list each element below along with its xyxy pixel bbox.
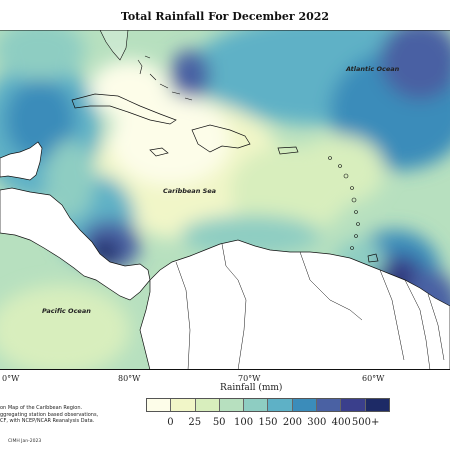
rainfall-color-scale — [146, 398, 390, 412]
lon-tick-1: 0°W — [2, 374, 20, 383]
land-hispaniola — [191, 124, 251, 153]
legend-tick-label: 500+ — [351, 417, 380, 428]
lon-tick-2: 80°W — [118, 374, 141, 383]
land-lesser-antilles — [328, 156, 360, 250]
land-florida — [99, 30, 129, 61]
legend-title: Rainfall (mm) — [220, 383, 283, 393]
legend-swatch — [219, 399, 245, 411]
legend-tick-label: 150 — [258, 417, 278, 428]
description-line: ggregating station based observations, — [0, 411, 99, 418]
land-trinidad — [367, 253, 379, 263]
legend-tick-label: 0 — [167, 417, 174, 428]
land-cuba — [71, 93, 177, 125]
label-atlantic-ocean: Atlantic Ocean — [345, 65, 400, 73]
label-caribbean-sea: Caribbean Sea — [163, 187, 216, 195]
lon-tick-4: 60°W — [362, 374, 385, 383]
legend-tick-label: 100 — [234, 417, 254, 428]
legend-swatch — [171, 399, 196, 411]
legend-tick-label: 200 — [282, 417, 302, 428]
legend-swatch — [317, 399, 342, 411]
legend-tick-label: 50 — [212, 417, 226, 428]
land-bahamas — [137, 55, 193, 101]
map-description: on Map of the Caribbean Region. ggregati… — [0, 405, 130, 425]
legend-swatch — [341, 399, 366, 411]
legend-swatch — [147, 399, 172, 411]
legend-ticks: 0 25 50 100 150 200 300 400 500+ — [140, 417, 410, 431]
legend-swatch — [244, 399, 269, 411]
legend-swatch — [365, 399, 389, 411]
land-central-america — [0, 141, 43, 181]
land-jamaica — [149, 147, 169, 157]
land-south-america — [139, 239, 450, 370]
description-line: CF, with NCEP/NCAR Reanalysis Data. — [0, 418, 95, 424]
description-line: on Map of the Caribbean Region. — [0, 405, 83, 411]
legend-swatch — [292, 399, 318, 411]
rainfall-map: Atlantic Ocean Caribbean Sea Pacific Oce… — [0, 30, 450, 370]
label-pacific-ocean: Pacific Ocean — [42, 307, 91, 315]
country-borders — [175, 243, 445, 370]
legend-tick-label: 300 — [307, 417, 327, 428]
credit: CIMH Jan-2023 — [8, 439, 42, 444]
map-title: Total Rainfall For December 2022 — [120, 10, 330, 23]
legend-tick-label: 25 — [188, 417, 202, 428]
legend-swatch — [268, 399, 293, 411]
lon-tick-3: 70°W — [238, 374, 261, 383]
land-puerto-rico — [277, 146, 299, 155]
legend-swatch — [195, 399, 220, 411]
legend-tick-label: 400 — [331, 417, 351, 428]
